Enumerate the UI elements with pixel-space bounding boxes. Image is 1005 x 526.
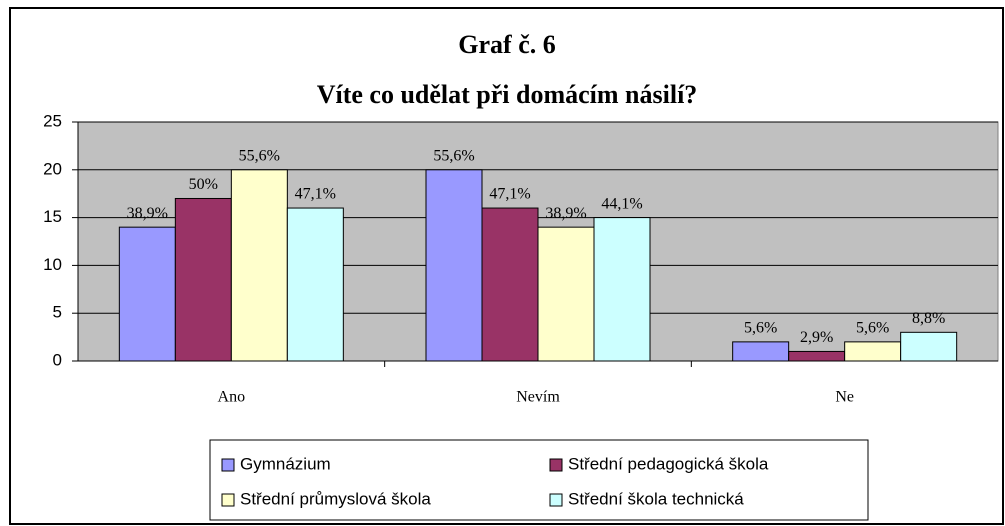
bar xyxy=(788,350,846,362)
data-label: 55,6% xyxy=(433,147,474,164)
bar xyxy=(230,169,288,362)
bar xyxy=(593,217,651,362)
data-label: 47,1% xyxy=(489,186,530,203)
y-tick-label: 20 xyxy=(43,159,62,178)
y-tick-label: 5 xyxy=(53,303,62,322)
bar xyxy=(732,341,790,362)
legend-swatch xyxy=(221,458,235,472)
data-label: 38,9% xyxy=(127,205,168,222)
y-tick-label: 15 xyxy=(43,207,62,226)
y-tick-label: 10 xyxy=(43,255,62,274)
bar xyxy=(425,169,483,362)
data-label: 38,9% xyxy=(545,205,586,222)
x-tick-label: Ano xyxy=(218,389,246,406)
legend-box xyxy=(209,439,869,521)
data-label: 50% xyxy=(189,176,218,193)
y-tick-label: 25 xyxy=(43,111,62,130)
chart-subtitle: Víte co udělat při domácím násilí? xyxy=(317,80,698,109)
data-label: 55,6% xyxy=(239,147,280,164)
legend-label: Střední pedagogická škola xyxy=(568,454,769,473)
bar xyxy=(481,207,539,362)
bar xyxy=(537,226,595,362)
legend-swatch xyxy=(549,493,563,507)
data-label: 5,6% xyxy=(744,320,777,337)
legend-label: Střední škola technická xyxy=(568,489,744,508)
bar xyxy=(286,207,344,362)
bar xyxy=(174,197,232,362)
legend-swatch xyxy=(549,458,563,472)
legend-swatch xyxy=(221,493,235,507)
bar xyxy=(900,331,958,362)
data-label: 8,8% xyxy=(912,310,945,327)
x-tick-label: Nevím xyxy=(516,389,560,406)
y-tick-label: 0 xyxy=(53,350,62,369)
data-label: 47,1% xyxy=(295,186,336,203)
bar xyxy=(844,341,902,362)
legend-label: Gymnázium xyxy=(240,454,331,473)
chart-title: Graf č. 6 xyxy=(458,30,555,59)
data-label: 44,1% xyxy=(601,195,642,212)
data-label: 2,9% xyxy=(800,329,833,346)
data-label: 5,6% xyxy=(856,320,889,337)
bar xyxy=(118,226,176,362)
legend-label: Střední průmyslová škola xyxy=(240,489,431,508)
x-tick-label: Ne xyxy=(835,389,854,406)
